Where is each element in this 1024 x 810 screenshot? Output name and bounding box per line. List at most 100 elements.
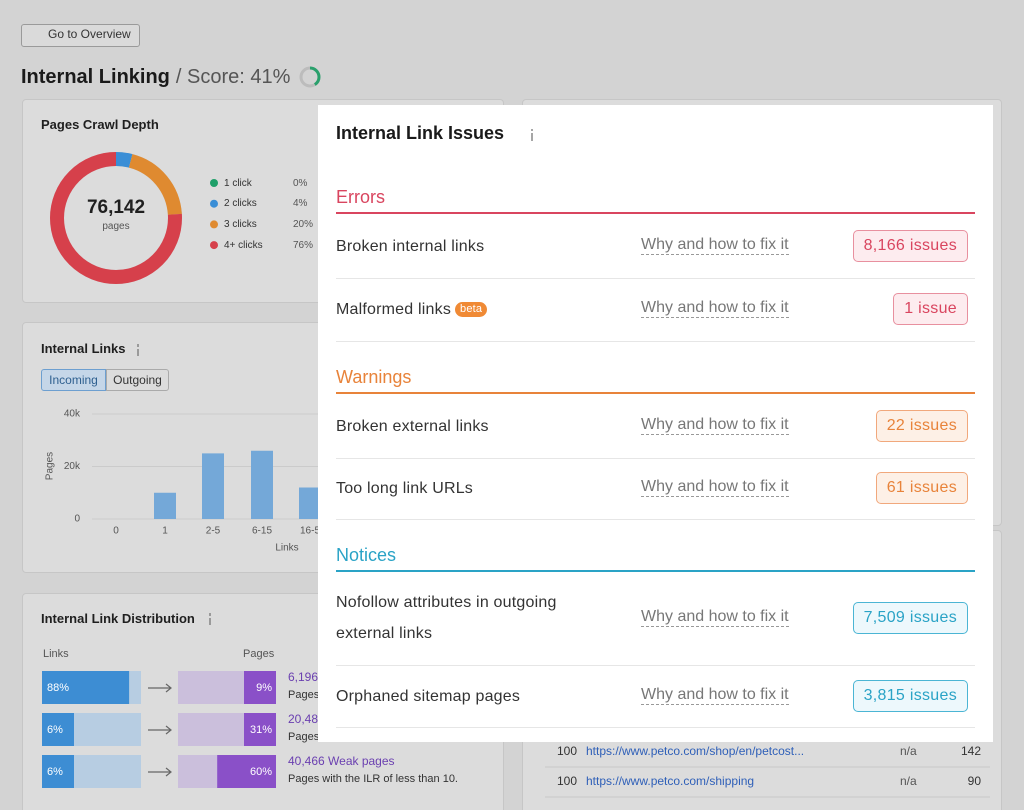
tab[interactable] (106, 369, 169, 391)
pages-bar-label: 60% (250, 766, 272, 778)
row-divider (336, 341, 975, 342)
links-bar (42, 755, 74, 788)
legend-dot (210, 220, 218, 229)
section-title: Notices (336, 545, 397, 566)
issue-label: Nofollow attributes in outgoing external… (336, 587, 601, 649)
cell-url[interactable]: https://www.petco.com/shop/en/petcost... (586, 744, 805, 759)
issue-name: Broken internal links (336, 237, 485, 255)
fix-link[interactable]: Why and how to fix it (641, 416, 789, 435)
x-tick-label: 16-5 (300, 526, 320, 537)
back-button-label[interactable]: Go to Overview (48, 27, 131, 42)
section-title: Warnings (336, 367, 412, 388)
column-header: Pages (243, 647, 275, 660)
arrow (148, 725, 172, 735)
section-rule (336, 212, 975, 214)
page-count[interactable]: 6,196 (288, 670, 319, 685)
beta-tag: beta (455, 301, 488, 317)
links-bar-label: 6% (47, 766, 63, 778)
legend-dot (210, 199, 218, 208)
cell-na: n/a (900, 744, 917, 759)
tab-label[interactable]: Incoming (49, 373, 98, 387)
issue-count-badge[interactable]: 7,509 issues (852, 602, 968, 634)
donut-total: 76,142 (86, 197, 146, 218)
y-axis-label: Pages (45, 452, 56, 480)
cell-count: 90 (967, 774, 981, 788)
cell-score: 100 (557, 744, 578, 759)
links-bar (42, 713, 74, 746)
issue-count-badge[interactable]: 8,166 issues (852, 230, 968, 262)
issue-count-badge[interactable]: 61 issues (875, 472, 968, 504)
legend-label: 1 click (224, 177, 252, 189)
legend-value: 0% (293, 177, 308, 189)
issue-label-text: Malformed links beta (336, 294, 488, 325)
issue-count-badge[interactable]: 1 issue (893, 293, 968, 325)
legend-dot (210, 179, 218, 187)
x-tick-label: 2-5 (206, 526, 221, 537)
section-rule (336, 570, 975, 572)
cell-url[interactable]: https://www.petco.com/shipping (586, 774, 755, 789)
donut-total-label: pages (102, 221, 130, 232)
issue-label: Broken internal links (336, 215, 601, 277)
issue-name: Too long link URLs (336, 479, 473, 497)
y-tick-label: 20k (64, 461, 81, 472)
tab[interactable] (41, 369, 106, 391)
issue-label-text: Too long link URLs (336, 473, 473, 504)
bar (202, 453, 224, 519)
legend-label: 3 clicks (224, 218, 257, 230)
legend-label: 4+ clicks (224, 239, 263, 251)
issue-label-text: Orphaned sitemap pages (336, 681, 520, 712)
row-divider (336, 278, 975, 279)
issue-count-badge[interactable]: 3,815 issues (852, 680, 968, 712)
pages-bar (244, 713, 276, 746)
pages-bar-label: 9% (256, 682, 272, 694)
page-description: Pages (288, 688, 320, 701)
page-description: Pages (288, 730, 320, 743)
score: / Score: 41% (175, 66, 291, 88)
links-bar-label: 88% (47, 682, 69, 694)
section-rule (336, 392, 975, 394)
issue-label: Orphaned sitemap pages (336, 665, 601, 727)
pages-bar (217, 755, 276, 788)
page-description: Pages with the ILR of less than 10. (288, 772, 458, 785)
tab-label[interactable]: Outgoing (113, 373, 162, 387)
row-divider (336, 458, 975, 459)
fix-link[interactable]: Why and how to fix it (641, 236, 789, 255)
section-title: Errors (336, 187, 385, 208)
y-tick-label: 0 (74, 514, 80, 525)
issue-name: Malformed links (336, 300, 452, 318)
bar (251, 450, 273, 519)
issue-label-text: Nofollow attributes in outgoing external… (336, 587, 601, 649)
page-count[interactable]: 40,466 Weak pages (288, 754, 395, 769)
fix-link[interactable]: Why and how to fix it (641, 686, 789, 705)
legend-dot (210, 241, 218, 250)
issue-label-text: Broken external links (336, 411, 489, 442)
x-tick-label: 0 (113, 526, 119, 537)
card-title: Internal Links (41, 340, 126, 356)
back-button[interactable] (21, 24, 140, 47)
pages-bar-label: 31% (250, 724, 272, 736)
card-title: Pages Crawl Depth (41, 116, 159, 132)
legend-value: 76% (293, 239, 314, 251)
page-count[interactable]: 20,48 (288, 712, 319, 727)
donut-segment (50, 152, 182, 284)
issue-label: Too long link URLs (336, 457, 601, 519)
cell-score: 100 (557, 774, 578, 789)
bar (299, 487, 321, 519)
cell-count: 142 (960, 744, 981, 758)
x-axis-label: Links (275, 543, 298, 554)
arrow (148, 683, 172, 693)
links-bar (42, 671, 130, 704)
issue-label: Malformed links beta (336, 278, 601, 340)
fix-link[interactable]: Why and how to fix it (641, 478, 789, 497)
fix-link[interactable]: Why and how to fix it (641, 608, 789, 627)
score-ring (299, 66, 321, 88)
issue-count-badge[interactable]: 22 issues (875, 410, 968, 442)
panel-title: Internal Link Issues (336, 123, 505, 144)
x-tick-label: 6-15 (252, 526, 272, 537)
legend-value: 20% (293, 218, 314, 230)
page-title: Internal Linking / Score: 41% (21, 66, 291, 88)
row-divider (336, 727, 975, 728)
fix-link[interactable]: Why and how to fix it (641, 299, 789, 318)
